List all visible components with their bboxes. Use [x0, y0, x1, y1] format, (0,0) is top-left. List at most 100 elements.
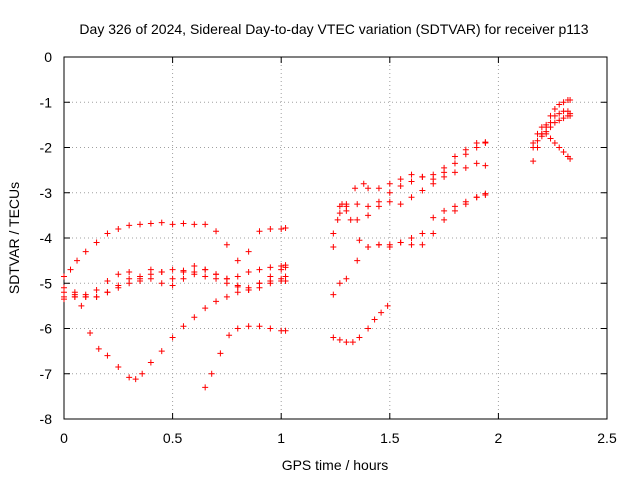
- data-point: [386, 189, 393, 196]
- data-point: [137, 277, 144, 284]
- y-tick-label: -2: [40, 140, 53, 156]
- data-point: [61, 296, 67, 303]
- data-point: [208, 370, 215, 377]
- data-point: [543, 128, 550, 135]
- data-point: [158, 348, 165, 355]
- x-tick-label: 0: [60, 430, 68, 446]
- data-point: [245, 248, 252, 255]
- data-point: [191, 314, 198, 321]
- data-point: [169, 334, 176, 341]
- data-point: [419, 241, 426, 248]
- data-point: [567, 96, 574, 103]
- data-point: [61, 273, 67, 280]
- data-point: [419, 187, 426, 194]
- x-tick-label: 1: [277, 430, 285, 446]
- x-tick-label: 2.5: [597, 430, 617, 446]
- y-tick-label: -6: [40, 321, 53, 337]
- data-point: [451, 160, 458, 167]
- data-point: [482, 162, 489, 169]
- data-point: [202, 273, 209, 280]
- data-point: [226, 332, 233, 339]
- data-point: [267, 264, 274, 271]
- data-point: [462, 198, 469, 205]
- data-point: [441, 207, 448, 214]
- data-point: [217, 350, 224, 357]
- series-track-p: [538, 128, 574, 162]
- data-point: [126, 222, 133, 229]
- data-point: [234, 325, 241, 332]
- data-point: [473, 160, 480, 167]
- data-point: [245, 287, 252, 294]
- y-tick-label: -8: [40, 411, 53, 427]
- data-point: [202, 384, 209, 391]
- data-point: [397, 176, 404, 183]
- x-tick-label: 1.5: [380, 430, 400, 446]
- data-point: [347, 216, 354, 223]
- data-point: [180, 220, 187, 227]
- data-point: [282, 264, 289, 271]
- data-point: [256, 280, 263, 287]
- data-point: [234, 257, 241, 264]
- data-point: [451, 153, 458, 160]
- data-point: [132, 376, 139, 383]
- data-point: [115, 271, 122, 278]
- data-point: [343, 203, 350, 210]
- data-point: [330, 244, 337, 251]
- data-point: [115, 225, 122, 232]
- data-point: [430, 230, 437, 237]
- series-track-d: [61, 266, 289, 300]
- data-point: [384, 302, 391, 309]
- data-point: [441, 216, 448, 223]
- data-point: [158, 280, 165, 287]
- data-point: [451, 169, 458, 176]
- data-point: [336, 280, 343, 287]
- data-point: [223, 293, 230, 300]
- data-point: [560, 149, 567, 156]
- series-track-h: [330, 160, 489, 237]
- data-point: [556, 110, 563, 117]
- data-point: [139, 370, 146, 377]
- data-point: [397, 182, 404, 189]
- data-point: [213, 228, 220, 235]
- plot-frame: [63, 56, 608, 420]
- data-point: [551, 106, 558, 113]
- series-track-l: [330, 302, 391, 346]
- data-point: [567, 155, 574, 162]
- chart-title: Day 326 of 2024, Sidereal Day-to-day VTE…: [79, 21, 588, 37]
- data-point: [245, 323, 252, 330]
- data-points: [61, 96, 574, 391]
- data-point: [547, 135, 554, 142]
- data-point: [158, 268, 165, 275]
- data-point: [408, 171, 415, 178]
- data-point: [278, 266, 285, 273]
- data-point: [473, 194, 480, 201]
- data-point: [365, 185, 372, 192]
- data-point: [256, 228, 263, 235]
- data-point: [180, 275, 187, 282]
- series-track-g: [330, 139, 489, 251]
- data-point: [223, 275, 230, 282]
- data-point: [234, 273, 241, 280]
- series-track-m: [530, 96, 574, 165]
- data-point: [334, 216, 341, 223]
- data-point: [556, 117, 563, 124]
- data-point: [386, 180, 393, 187]
- data-point: [451, 203, 458, 210]
- data-point: [354, 216, 361, 223]
- data-point: [67, 266, 74, 273]
- data-point: [104, 289, 111, 296]
- data-point: [482, 192, 489, 199]
- data-point: [556, 144, 563, 151]
- data-point: [282, 225, 289, 232]
- data-point: [343, 339, 350, 346]
- data-point: [336, 336, 343, 343]
- data-point: [365, 212, 372, 219]
- data-point: [61, 284, 67, 291]
- data-point: [202, 305, 209, 312]
- data-point: [408, 241, 415, 248]
- y-tick-label: -7: [40, 366, 53, 382]
- data-point: [104, 352, 111, 359]
- data-point: [126, 268, 133, 275]
- data-point: [462, 164, 469, 171]
